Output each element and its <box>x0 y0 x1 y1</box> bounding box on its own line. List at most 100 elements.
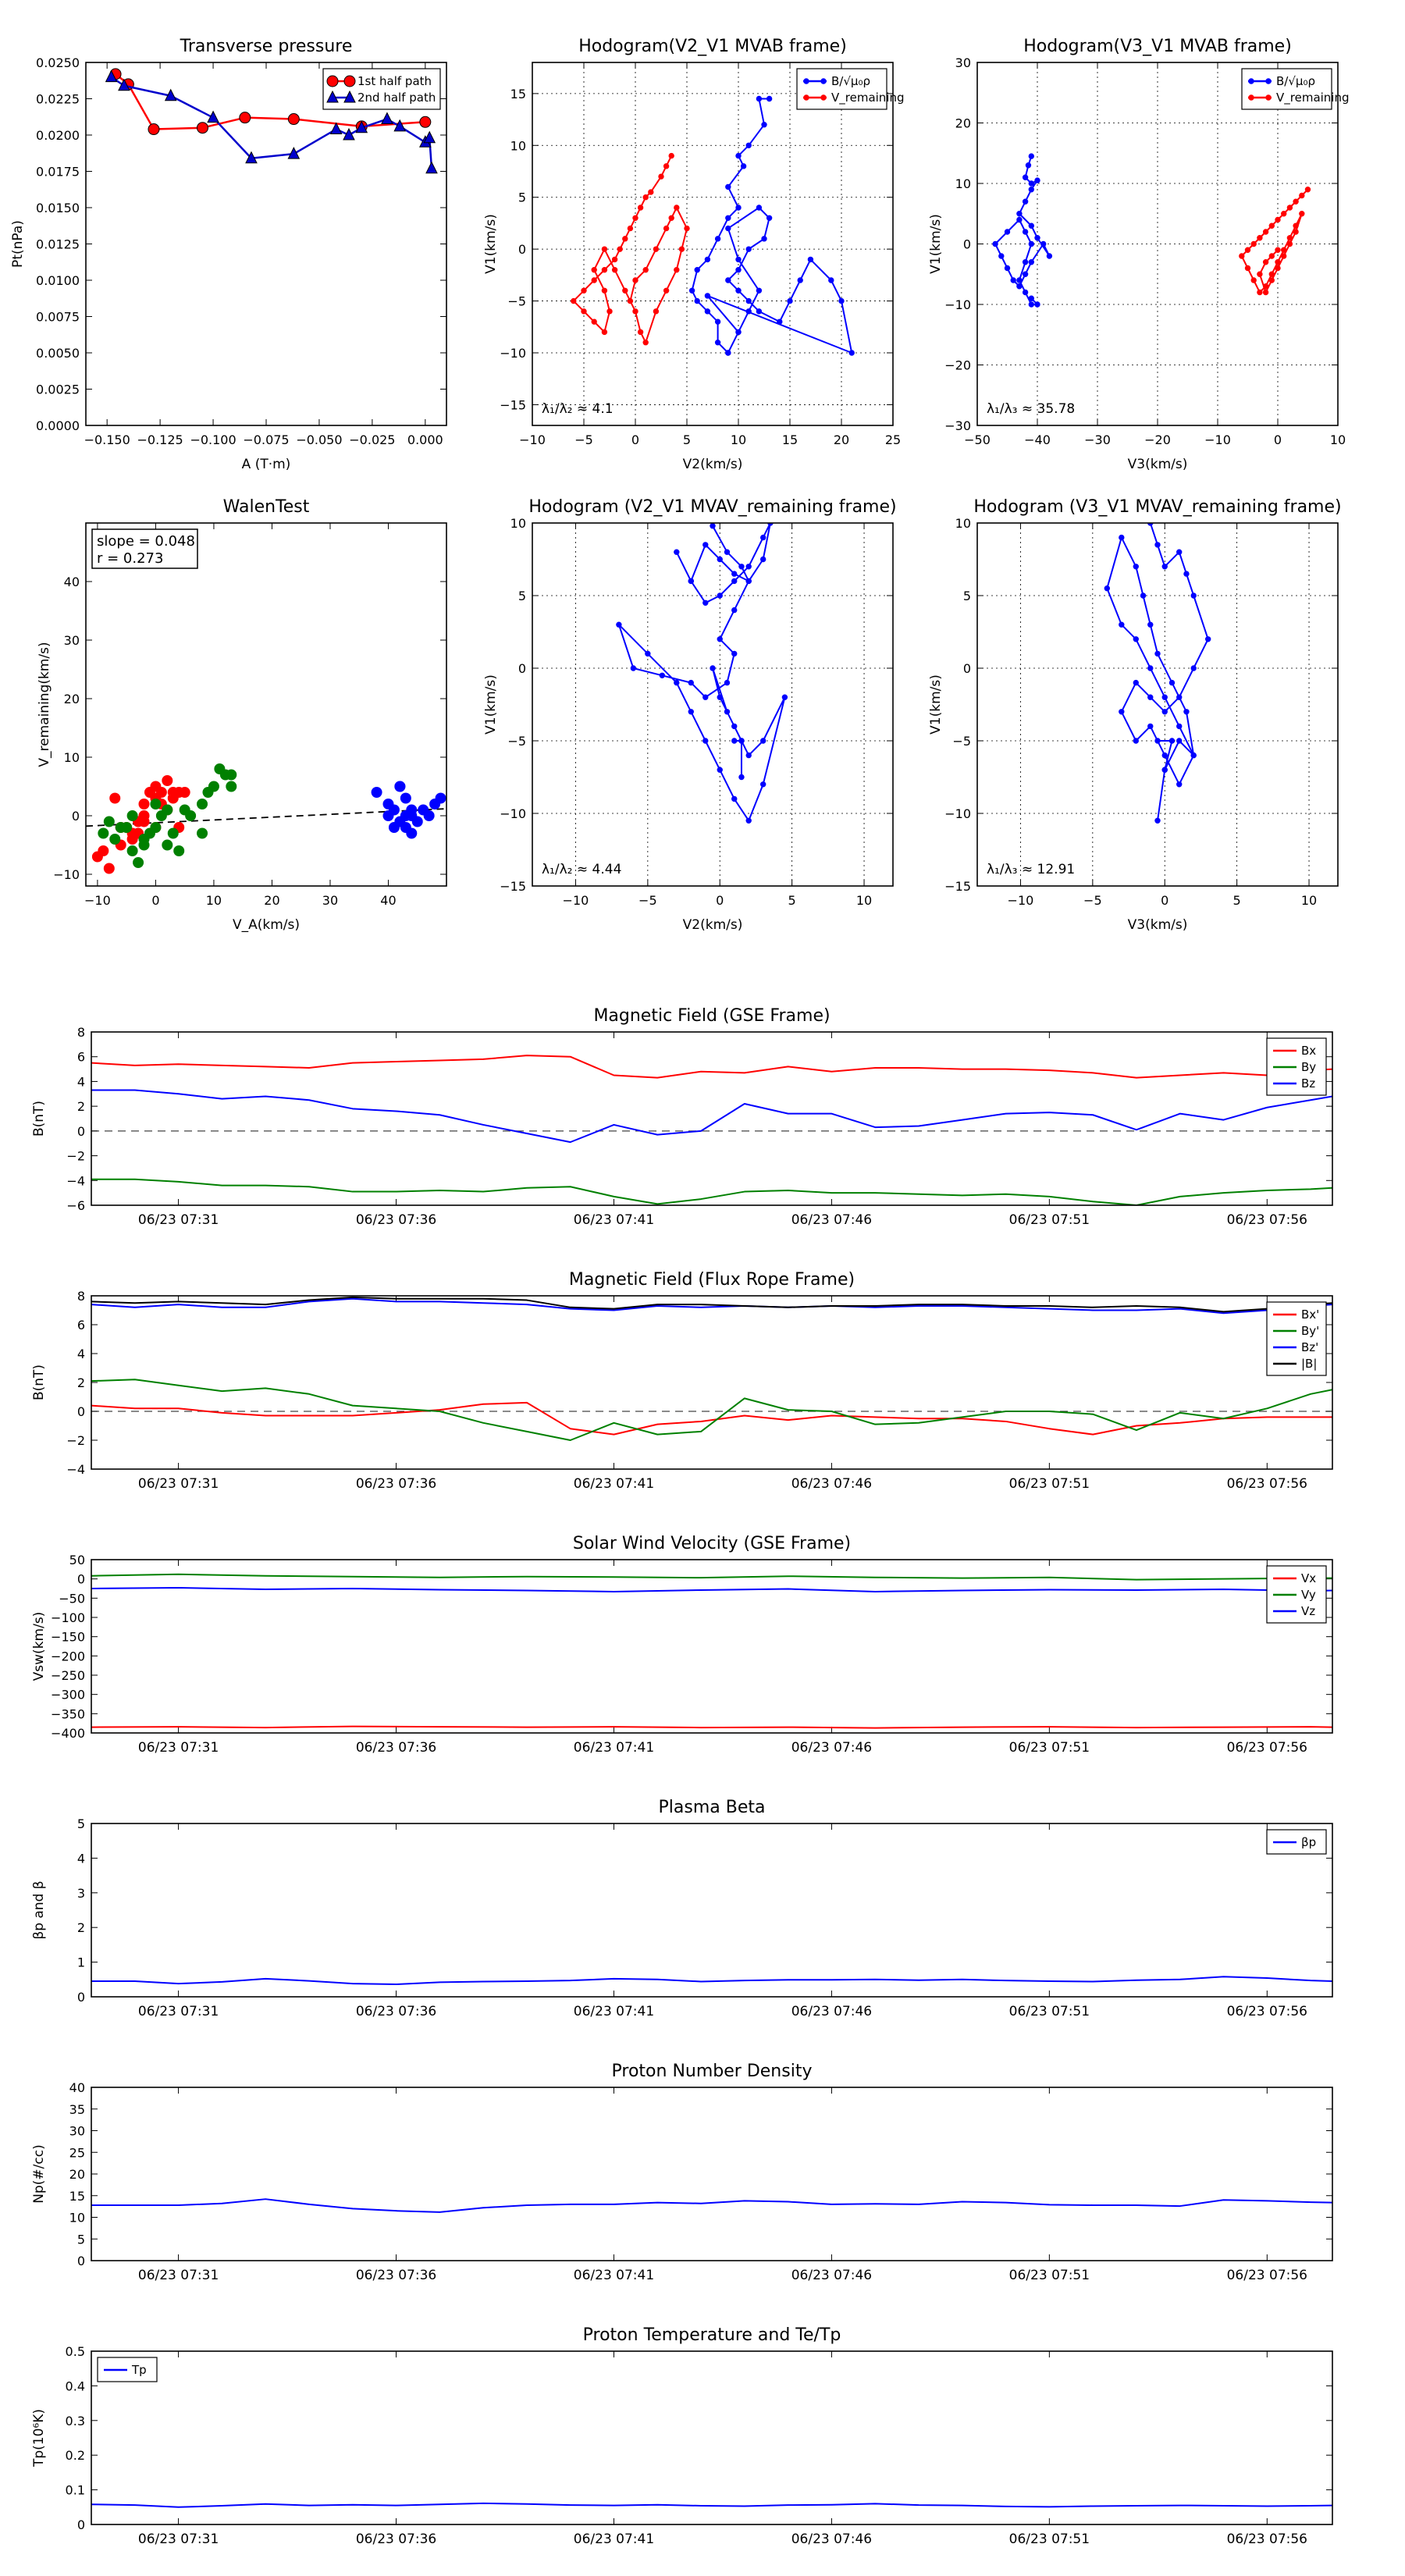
data-point <box>766 95 773 102</box>
data-point <box>642 340 649 346</box>
legend-marker <box>820 78 827 84</box>
x-tick-label: 06/23 07:41 <box>574 1476 654 1492</box>
x-tick-label: 06/23 07:56 <box>1227 1212 1307 1228</box>
data-point <box>1204 636 1211 642</box>
data-point <box>702 738 709 744</box>
y-tick-label: −300 <box>51 1688 85 1703</box>
data-point <box>622 287 628 294</box>
data-point <box>756 308 763 315</box>
data-point <box>601 267 608 273</box>
y-tick-label: 3 <box>77 1886 85 1901</box>
data-point <box>688 287 695 294</box>
x-axis-label: A (T·m) <box>242 457 291 472</box>
data-point <box>714 236 721 242</box>
series-line <box>91 1976 1332 1986</box>
data-point <box>1183 709 1190 715</box>
data-point <box>138 816 150 827</box>
plot-frame <box>91 2350 1333 2525</box>
data-point <box>1028 187 1035 193</box>
data-point <box>1004 265 1011 272</box>
annotation-box <box>91 528 198 569</box>
data-point <box>1299 192 1305 199</box>
data-point <box>1268 222 1275 229</box>
data-point <box>1119 621 1125 628</box>
data-point <box>735 287 742 294</box>
data-point <box>740 163 747 169</box>
plot-frame <box>85 62 447 426</box>
y-tick-label: −200 <box>51 1649 85 1663</box>
y-tick-label: 0.0100 <box>36 273 80 288</box>
data-point <box>1268 277 1275 283</box>
data-point <box>343 127 355 141</box>
chart-hodo_v2v1_mvav: Hodogram (V2_V1 MVAV_remaining frame) −10… <box>483 497 897 933</box>
data-point <box>777 318 783 325</box>
data-point <box>632 308 638 315</box>
legend-label: Tp <box>131 2363 147 2377</box>
y-tick-label: 0.0000 <box>36 418 80 433</box>
y-tick-label: 8 <box>77 1025 85 1040</box>
data-point <box>239 112 251 124</box>
data-point <box>738 774 745 781</box>
series-group <box>91 1573 1332 1729</box>
series-group <box>105 68 438 174</box>
data-point <box>653 308 660 315</box>
data-point <box>1028 301 1035 308</box>
y-axis-label: V1(km/s) <box>928 674 944 735</box>
y-tick-label: 5 <box>77 1816 85 1831</box>
data-point <box>1286 205 1293 211</box>
legend: Vx Vy Vz <box>1266 1565 1327 1624</box>
x-tick-label: 10 <box>731 432 746 447</box>
data-point <box>724 679 731 686</box>
data-point <box>393 119 407 132</box>
legend: B/√μ₀ρ V_remaining <box>1241 68 1350 110</box>
x-tick-label: −10 <box>1008 893 1034 908</box>
chart-title: Hodogram (V2_V1 MVAV_remaining frame) <box>528 497 896 517</box>
data-point <box>1257 289 1263 296</box>
x-tick-label: 06/23 07:36 <box>356 2532 436 2547</box>
chart-title: Hodogram(V2_V1 MVAB frame) <box>578 37 847 56</box>
x-tick-label: 30 <box>322 893 338 908</box>
data-point <box>591 318 597 325</box>
data-point <box>1040 240 1047 247</box>
data-point <box>630 665 637 671</box>
legend-box <box>796 68 887 110</box>
y-tick-label: 0.0175 <box>36 165 80 180</box>
data-point <box>627 225 634 232</box>
data-point <box>1028 259 1035 265</box>
data-point <box>828 277 834 283</box>
annotation: r = 0.273 <box>97 550 163 567</box>
data-point <box>1239 253 1245 259</box>
y-axis-label: Vsw(km/s) <box>31 1612 47 1681</box>
data-point <box>648 189 654 195</box>
data-point <box>162 839 173 851</box>
y-tick-label: −4 <box>66 1173 85 1188</box>
data-point <box>1028 295 1035 301</box>
y-axis-label: βp and β <box>31 1880 47 1939</box>
data-point <box>226 781 237 792</box>
x-tick-label: 06/23 07:41 <box>574 1212 654 1228</box>
series-line <box>115 73 425 130</box>
data-point <box>658 173 664 180</box>
data-point <box>606 308 613 315</box>
x-tick-label: −0.050 <box>296 432 342 447</box>
chart-velocity: Solar Wind Velocity (GSE Frame) 06/23 07:… <box>31 1534 1333 1756</box>
x-tick-label: 40 <box>380 893 396 908</box>
data-point <box>731 795 738 802</box>
data-point <box>1133 564 1139 570</box>
data-point <box>702 694 709 700</box>
y-tick-label: −10 <box>500 346 526 361</box>
x-tick-label: 06/23 07:56 <box>1227 2004 1307 2019</box>
data-point <box>1025 162 1032 169</box>
y-tick-label: 0 <box>963 661 971 676</box>
data-point <box>704 293 711 299</box>
x-tick-label: −10 <box>84 893 111 908</box>
data-point <box>179 787 190 798</box>
data-point <box>115 822 126 833</box>
data-point <box>678 246 685 252</box>
data-point <box>109 792 121 804</box>
data-point <box>207 110 219 123</box>
series-line <box>91 2198 1332 2213</box>
x-tick-label: 0.000 <box>407 432 443 447</box>
series-line <box>91 1725 1332 1729</box>
y-tick-label: −400 <box>51 1726 85 1741</box>
